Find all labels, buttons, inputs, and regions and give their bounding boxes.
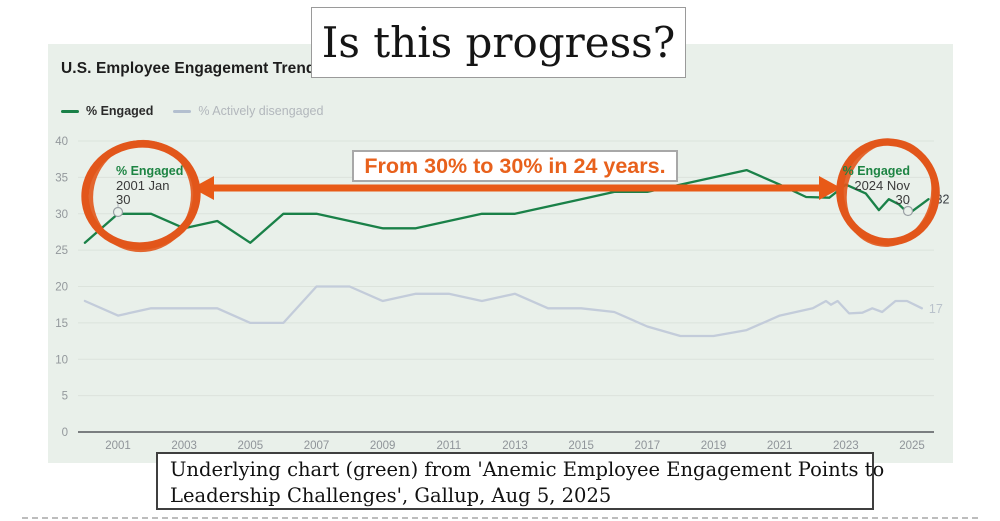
chart-title: U.S. Employee Engagement Trend	[61, 60, 316, 77]
tooltip-value-label: 30	[895, 191, 910, 207]
tooltip-series-label: % Engaged	[116, 164, 184, 178]
x-tick-label: 2021	[767, 440, 793, 452]
tooltip-2024: % Engaged 2024 Nov 30	[824, 164, 910, 207]
y-tick-label: 0	[62, 427, 68, 439]
y-tick-label: 25	[55, 245, 68, 257]
chart-card	[48, 44, 953, 463]
source-caption-line1: Underlying chart (green) from 'Anemic Em…	[170, 458, 885, 481]
legend-item-disengaged: % Actively disengaged	[173, 104, 323, 118]
arrow-callout-box: From 30% to 30% in 24 years.	[352, 150, 678, 182]
y-tick-label: 10	[55, 354, 68, 366]
x-tick-label: 2013	[502, 440, 528, 452]
series-line	[83, 168, 930, 244]
series-end-value-label: 17	[929, 302, 943, 316]
source-caption-box: Underlying chart (green) from 'Anemic Em…	[156, 452, 885, 510]
page-bottom-dashed-edge	[22, 517, 978, 519]
y-tick-label: 5	[62, 391, 68, 403]
headline-box: Is this progress?	[311, 7, 686, 78]
y-tick-label: 20	[55, 282, 68, 294]
x-tick-label: 2023	[833, 440, 859, 452]
x-tick-label: 2017	[635, 440, 661, 452]
tooltip-series-label: % Engaged	[842, 164, 910, 178]
y-tick-label: 30	[55, 209, 68, 221]
data-lines	[83, 168, 930, 338]
tooltip-date-label: 2001 Jan	[116, 177, 170, 193]
legend-label-disengaged: % Actively disengaged	[198, 104, 324, 118]
engaged-line-swatch-icon	[61, 109, 79, 113]
tooltip-value-label: 30	[116, 191, 131, 207]
x-tick-label: 2005	[238, 440, 264, 452]
left-highlight-circle-icon	[81, 139, 201, 253]
y-tick-label: 40	[55, 136, 68, 148]
source-caption-line2: Leadership Challenges', Gallup, Aug 5, 2…	[170, 483, 612, 507]
x-tick-label: 2001	[105, 440, 131, 452]
right-highlight-circle-icon	[836, 138, 940, 247]
legend-label-engaged: % Engaged	[86, 104, 154, 118]
x-tick-label: 2003	[171, 440, 197, 452]
x-tick-label: 2011	[436, 440, 461, 452]
x-tick-label: 2019	[701, 440, 727, 452]
series-line	[83, 285, 924, 338]
left-point-marker	[112, 204, 124, 218]
right-point-marker	[902, 201, 914, 217]
x-tick-label: 2015	[568, 440, 594, 452]
x-tick-label: 2009	[370, 440, 396, 452]
arrow-callout-text: From 30% to 30% in 24 years.	[364, 153, 666, 178]
gridlines	[78, 140, 934, 433]
tooltip-2001: % Engaged 2001 Jan 30	[116, 164, 184, 207]
y-tick-label: 15	[55, 318, 68, 330]
chart-legend: % Engaged % Actively disengaged	[61, 104, 323, 118]
legend-item-engaged: % Engaged	[61, 104, 153, 118]
tooltip-date-label: 2024 Nov	[854, 177, 910, 193]
x-tick-label: 2025	[899, 440, 925, 452]
disengaged-line-swatch-icon	[173, 109, 192, 113]
x-tick-label: 2007	[304, 440, 330, 452]
y-tick-label: 35	[55, 172, 68, 184]
headline-text: Is this progress?	[321, 18, 676, 67]
range-arrow	[192, 176, 841, 200]
